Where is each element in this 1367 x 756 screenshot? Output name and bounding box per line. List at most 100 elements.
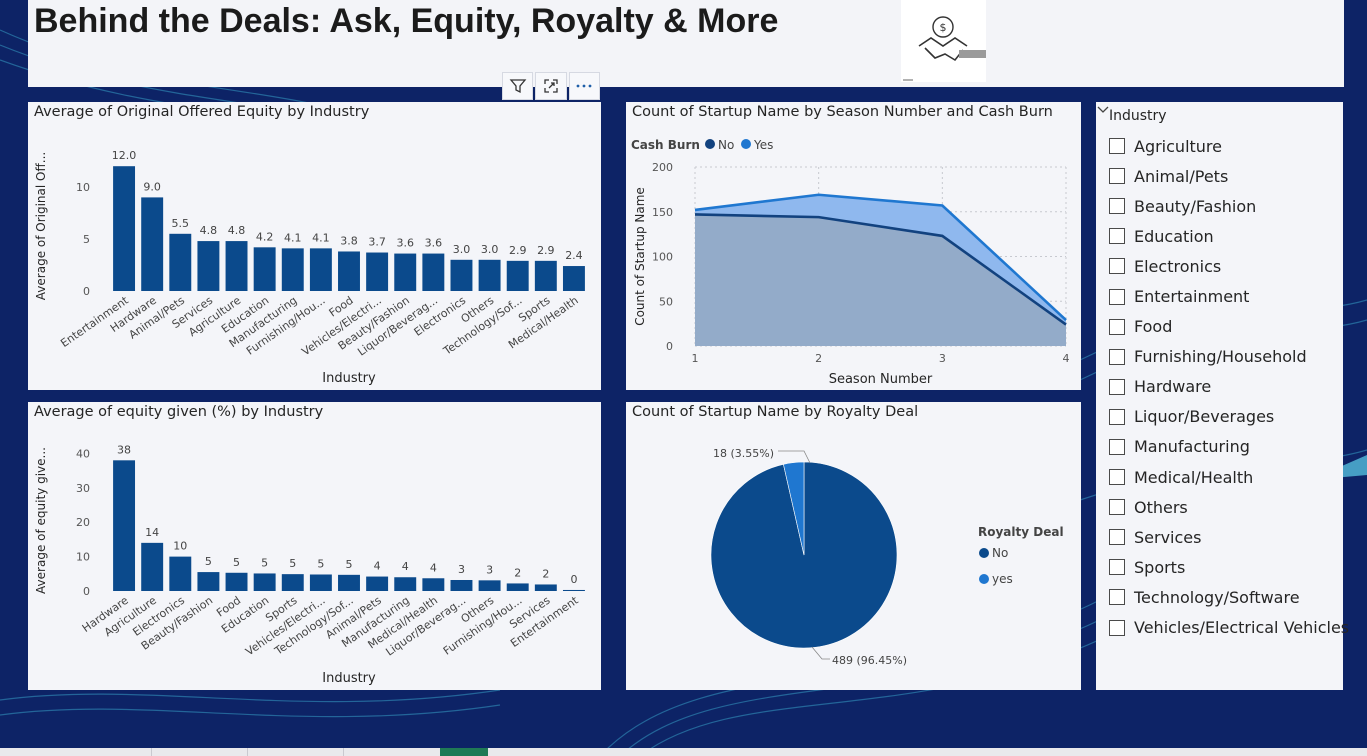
bar	[197, 572, 220, 591]
bar	[309, 574, 332, 591]
checkbox[interactable]	[1109, 619, 1125, 636]
x-tick-label: 1	[692, 352, 699, 365]
data-label: 2.9	[509, 244, 527, 257]
chart-title: Count of Startup Name by Royalty Deal	[632, 404, 919, 420]
slicer-item[interactable]: Furnishing/Household	[1109, 342, 1349, 372]
taskbar-segment[interactable]	[0, 748, 152, 756]
data-label: 4.2	[256, 230, 274, 243]
taskbar-active-segment[interactable]	[440, 748, 488, 756]
filter-button[interactable]	[502, 72, 534, 100]
checkbox[interactable]	[1109, 138, 1125, 155]
bar	[478, 259, 501, 291]
bar	[534, 260, 557, 291]
legend-label: yes	[992, 572, 1013, 586]
leader-line	[778, 450, 811, 464]
taskbar-segment[interactable]	[248, 748, 344, 756]
series-line-yes	[694, 193, 1067, 321]
slicer-item[interactable]: Technology/Software	[1109, 582, 1349, 612]
slicer-item[interactable]: Sports	[1109, 552, 1349, 582]
series-line-no	[694, 213, 1067, 326]
checkbox[interactable]	[1109, 288, 1125, 305]
checkbox[interactable]	[1109, 378, 1125, 395]
bar	[141, 197, 164, 291]
y-tick-label: 0	[666, 340, 673, 353]
data-label: 5	[233, 556, 240, 569]
data-label: 12.0	[112, 149, 137, 162]
checkbox[interactable]	[1109, 559, 1125, 576]
slicer-item[interactable]: Electronics	[1109, 251, 1349, 281]
slicer-item[interactable]: Others	[1109, 492, 1349, 522]
svg-text:$: $	[940, 21, 947, 34]
data-label: 2	[514, 566, 521, 579]
slicer-item[interactable]: Services	[1109, 522, 1349, 552]
slicer-item[interactable]: Liquor/Beverages	[1109, 402, 1349, 432]
data-label: 2.9	[537, 244, 555, 257]
data-label: 14	[145, 526, 159, 539]
equity-offered-chart-panel[interactable]: Average of Original Offered Equity by In…	[28, 102, 601, 390]
slicer-item[interactable]: Beauty/Fashion	[1109, 191, 1349, 221]
taskbar-segment[interactable]	[152, 748, 248, 756]
bar	[506, 260, 529, 291]
area-yes	[695, 194, 1066, 325]
royalty-chart-panel[interactable]: Count of Startup Name by Royalty Deal 18…	[626, 402, 1081, 690]
slicer-item-label: Entertainment	[1134, 287, 1250, 307]
legend-label-no: No	[718, 138, 734, 152]
checkbox[interactable]	[1109, 529, 1125, 546]
more-options-button[interactable]	[568, 72, 600, 100]
slicer-item[interactable]: Animal/Pets	[1109, 161, 1349, 191]
legend-title: Royalty Deal	[978, 525, 1064, 539]
slicer-item[interactable]: Agriculture	[1109, 131, 1349, 161]
y-tick-label: 40	[76, 447, 90, 460]
checkbox[interactable]	[1109, 348, 1125, 365]
slicer-item[interactable]: Education	[1109, 221, 1349, 251]
bar	[253, 573, 276, 591]
slicer-item[interactable]: Medical/Health	[1109, 462, 1349, 492]
legend-marker-yes	[741, 139, 751, 149]
data-label: 18 (3.55%)	[713, 447, 774, 460]
data-label: 4.1	[284, 231, 302, 244]
checkbox[interactable]	[1109, 469, 1125, 486]
bar	[141, 542, 164, 591]
checkbox[interactable]	[1109, 228, 1125, 245]
equity-given-chart-panel[interactable]: Average of equity given (%) by Industry …	[28, 402, 601, 690]
checkbox[interactable]	[1109, 258, 1125, 275]
checkbox[interactable]	[1109, 168, 1125, 185]
checkbox[interactable]	[1109, 318, 1125, 335]
season-cashburn-chart-panel[interactable]: Count of Startup Name by Season Number a…	[626, 102, 1081, 390]
slicer-item[interactable]: Hardware	[1109, 372, 1349, 402]
slicer-item[interactable]: Food	[1109, 312, 1349, 342]
slicer-item-label: Animal/Pets	[1134, 166, 1229, 186]
bar	[113, 166, 136, 291]
checkbox[interactable]	[1109, 499, 1125, 516]
data-label: 3.8	[340, 234, 358, 247]
data-label: 4.8	[200, 224, 218, 237]
bar	[225, 572, 248, 591]
x-axis-title: Industry	[322, 671, 376, 686]
data-label: 3	[458, 563, 465, 576]
checkbox[interactable]	[1109, 408, 1125, 425]
checkbox[interactable]	[1109, 198, 1125, 215]
data-label: 3.0	[481, 243, 499, 256]
data-label: 4	[402, 560, 409, 573]
y-tick-label: 10	[76, 551, 90, 564]
data-label: 2.4	[565, 249, 583, 262]
chevron-down-icon[interactable]	[1096, 102, 1110, 116]
royalty-pie-chart: 18 (3.55%) 489 (96.45%) Royalty Deal No yes	[710, 447, 1064, 667]
bar	[169, 233, 192, 291]
slicer-item[interactable]: Vehicles/Electrical Vehicles	[1109, 613, 1349, 643]
checkbox[interactable]	[1109, 589, 1125, 606]
data-label: 3.6	[396, 237, 414, 250]
industry-slicer: Industry Agriculture Animal/Pets Beauty/Fa…	[1096, 102, 1349, 690]
slicer-item-label: Agriculture	[1134, 136, 1222, 156]
checkbox[interactable]	[1109, 438, 1125, 455]
bar	[422, 253, 445, 291]
y-axis-title: Average of Original Off...	[34, 152, 48, 300]
bar	[562, 266, 585, 291]
slicer-item[interactable]: Entertainment	[1109, 281, 1349, 311]
bar	[450, 259, 473, 291]
focus-mode-button[interactable]	[535, 72, 567, 100]
slicer-item-label: Vehicles/Electrical Vehicles	[1134, 618, 1350, 638]
data-label: 5.5	[172, 217, 190, 230]
legend-label: No	[992, 546, 1008, 560]
slicer-item[interactable]: Manufacturing	[1109, 432, 1349, 462]
